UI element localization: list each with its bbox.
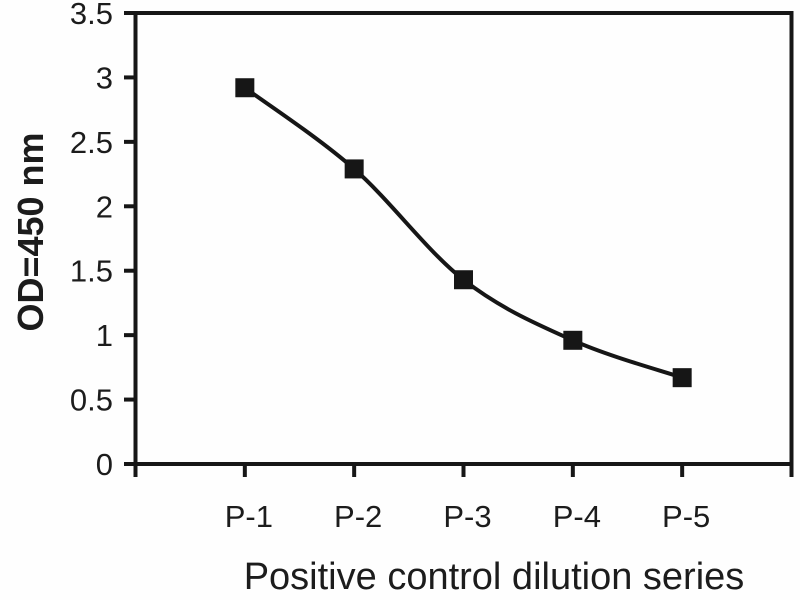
x-tick-label: P-3 <box>443 499 491 534</box>
series-layer <box>235 78 692 388</box>
x-axis-title: Positive control dilution series <box>244 556 745 598</box>
y-axis-title: OD=450 nm <box>10 132 51 331</box>
x-tick-label: P-4 <box>553 499 601 534</box>
data-point-marker-P-4 <box>563 330 583 350</box>
y-tick-label: 0 <box>96 447 113 482</box>
x-tick-label: P-5 <box>662 499 710 534</box>
y-tick-label: 1 <box>96 318 113 353</box>
axes-layer <box>124 11 794 477</box>
data-point-marker-P-5 <box>672 368 692 388</box>
y-tick-label: 3 <box>96 60 113 95</box>
data-point-marker-P-1 <box>235 78 255 98</box>
data-point-marker-P-3 <box>454 270 473 290</box>
series-line <box>243 86 683 380</box>
x-tick-label: P-2 <box>334 499 382 534</box>
data-point-marker-P-2 <box>344 159 364 179</box>
y-tick-label: 3.5 <box>70 0 113 31</box>
y-tick-label: 1.5 <box>70 254 113 289</box>
y-tick-label: 0.5 <box>70 383 113 418</box>
x-tick-label: P-1 <box>225 499 273 534</box>
y-tick-label: 2.5 <box>70 125 113 160</box>
y-tick-label: 2 <box>96 189 113 224</box>
tick-label-layer: 0 0.5 1 1.5 2 2.5 3 3.5 P-1 P-2 P-3 P-4 P-5 <box>70 0 710 534</box>
